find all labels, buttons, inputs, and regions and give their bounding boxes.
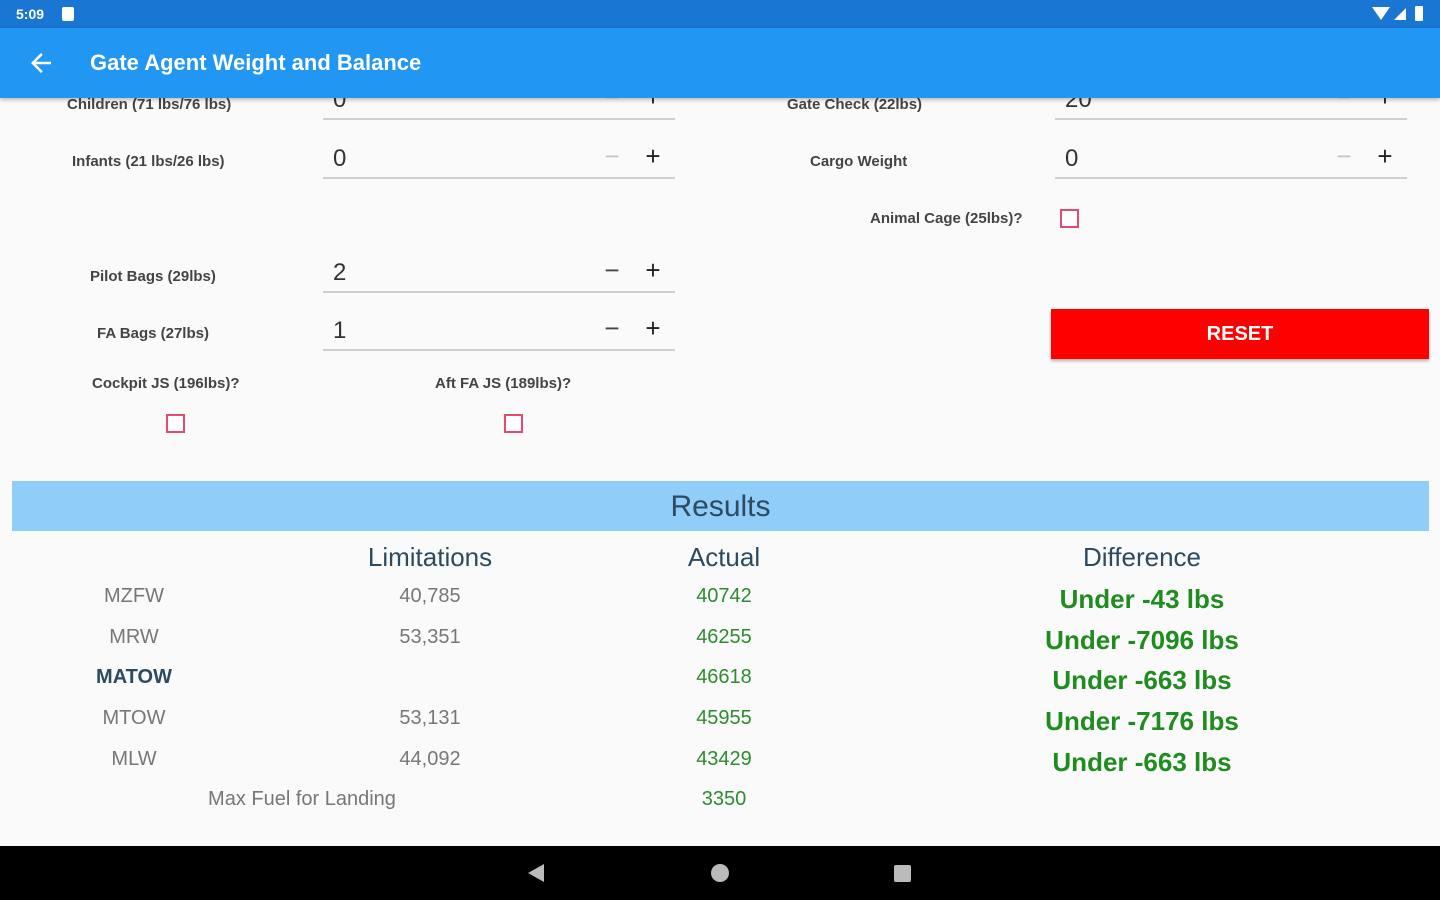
gate-check-plus-button[interactable]: + [1373, 98, 1397, 113]
wifi-icon [1372, 7, 1390, 20]
aft-fa-js-label: Aft FA JS (189lbs)? [435, 375, 572, 392]
result-row-actual: 45955 [696, 707, 752, 729]
pilot-bags-label: Pilot Bags (29lbs) [90, 268, 216, 285]
result-row-actual: 46255 [696, 626, 752, 648]
gate-check-label: Gate Check (22lbs) [787, 98, 923, 113]
difference-header: Difference [1082, 542, 1202, 572]
result-row-limit: 40,785 [399, 585, 461, 607]
animal-cage-label: Animal Cage (25lbs)? [870, 210, 1023, 227]
aft-fa-js-checkbox[interactable] [504, 414, 523, 433]
result-row-label: MTOW [102, 707, 166, 729]
nav-recents-icon[interactable] [894, 865, 911, 882]
limitations-header: Limitations [367, 542, 493, 572]
status-bar: 5:09 [0, 0, 1440, 28]
sd-card-icon [62, 7, 74, 21]
result-row-actual: 46618 [696, 666, 752, 688]
children-minus-button[interactable]: − [601, 98, 623, 113]
result-row-label: MATOW [96, 666, 172, 688]
fa-bags-label: FA Bags (27lbs) [97, 325, 209, 342]
max-fuel-label: Max Fuel for Landing [208, 788, 396, 810]
cargo-weight-plus-button[interactable]: + [1377, 141, 1393, 171]
cargo-weight-minus-button[interactable]: − [1336, 141, 1352, 171]
app-bar: Gate Agent Weight and Balance [0, 28, 1440, 98]
gate-check-value[interactable]: 20 [1065, 98, 1092, 113]
battery-icon [1415, 6, 1423, 21]
infants-value[interactable]: 0 [333, 145, 347, 172]
fa-bags-value[interactable]: 1 [333, 317, 347, 344]
result-row-label: MLW [111, 748, 157, 770]
gate-check-minus-button[interactable]: − [1333, 98, 1355, 113]
fa-bags-stepper[interactable]: 1 − + [323, 313, 675, 351]
pilot-bags-minus-button[interactable]: − [604, 255, 620, 285]
nav-back-icon[interactable] [528, 864, 544, 882]
result-row-difference: Under -663 lbs [1052, 747, 1232, 777]
status-time: 5:09 [16, 6, 45, 22]
signal-icon [1394, 8, 1406, 20]
infants-label: Infants (21 lbs/26 lbs) [72, 153, 225, 170]
fa-bags-minus-button[interactable]: − [604, 313, 620, 343]
children-label: Children (71 lbs/76 lbs) [67, 98, 232, 113]
gate-check-stepper[interactable]: 20 − + [1055, 98, 1407, 120]
pilot-bags-stepper[interactable]: 2 − + [323, 255, 675, 293]
system-nav-bar [0, 846, 1440, 900]
cargo-weight-label: Cargo Weight [810, 153, 908, 170]
result-row-limit: 53,351 [399, 626, 461, 648]
cargo-weight-value[interactable]: 0 [1065, 145, 1079, 172]
children-value[interactable]: 0 [333, 98, 347, 113]
result-row-limit: 44,092 [399, 748, 461, 770]
result-row-actual: 40742 [696, 585, 752, 607]
cargo-weight-stepper[interactable]: 0 − + [1055, 141, 1407, 179]
page-title: Gate Agent Weight and Balance [90, 50, 422, 75]
actual-header: Actual [687, 542, 761, 572]
result-row-label: MRW [109, 626, 159, 648]
back-arrow-icon[interactable] [26, 48, 56, 78]
infants-plus-button[interactable]: + [645, 141, 661, 171]
pilot-bags-plus-button[interactable]: + [645, 255, 661, 285]
cockpit-js-label: Cockpit JS (196lbs)? [92, 375, 240, 392]
result-row-difference: Under -7096 lbs [1045, 625, 1239, 655]
nav-home-icon[interactable] [711, 864, 729, 882]
result-row-label: MZFW [104, 585, 164, 607]
result-row-limit: 53,131 [399, 707, 461, 729]
children-plus-button[interactable]: + [641, 98, 665, 113]
result-row-difference: Under -43 lbs [1059, 584, 1225, 614]
reset-button[interactable]: RESET [1051, 309, 1429, 359]
infants-minus-button[interactable]: − [604, 141, 620, 171]
animal-cage-checkbox[interactable] [1060, 209, 1079, 228]
results-header: Results [12, 481, 1429, 531]
result-row-difference: Under -663 lbs [1052, 665, 1232, 695]
max-fuel-value: 3350 [701, 788, 747, 810]
result-row-actual: 43429 [696, 748, 752, 770]
pilot-bags-value[interactable]: 2 [333, 259, 347, 286]
fa-bags-plus-button[interactable]: + [645, 313, 661, 343]
form-content[interactable]: Children (71 lbs/76 lbs) 0 − + Gate Chec… [0, 98, 1440, 846]
result-row-difference: Under -7176 lbs [1045, 706, 1239, 736]
cockpit-js-checkbox[interactable] [166, 414, 185, 433]
infants-stepper[interactable]: 0 − + [323, 141, 675, 179]
children-stepper[interactable]: 0 − + [323, 98, 675, 120]
